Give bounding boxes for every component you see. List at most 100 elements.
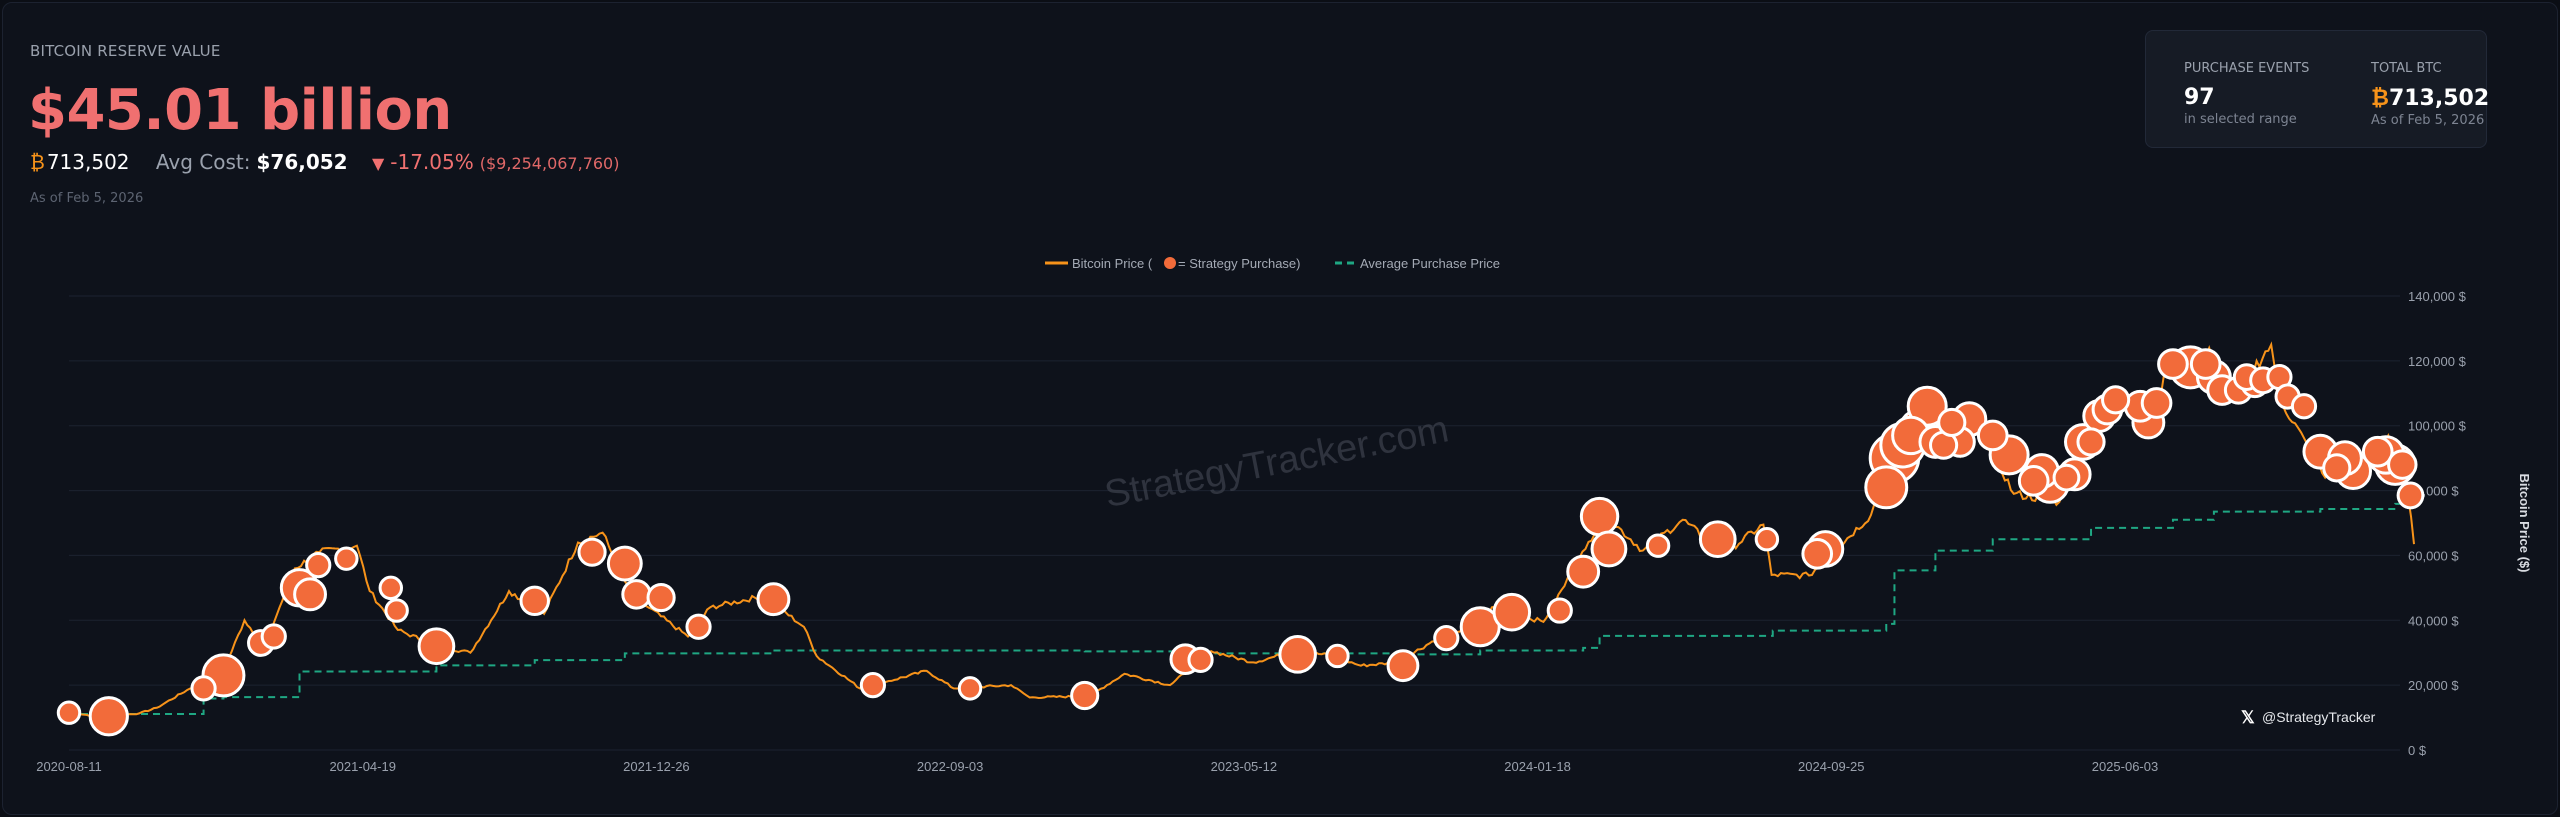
total-btc-label: TOTAL BTC bbox=[2371, 61, 2442, 76]
purchase-marker bbox=[1864, 465, 1909, 510]
purchase-marker bbox=[1754, 526, 1780, 552]
y-tick-label: 20,000 $ bbox=[2408, 678, 2459, 693]
purchase-marker bbox=[305, 552, 332, 579]
purchase-marker bbox=[519, 585, 550, 617]
purchase-marker bbox=[1546, 597, 1573, 624]
purchase-marker bbox=[2361, 435, 2394, 468]
purchase-marker bbox=[646, 583, 676, 613]
purchase-marker bbox=[260, 623, 287, 650]
purchase-marker bbox=[756, 582, 791, 617]
x-tick-label: 2024-09-25 bbox=[1798, 759, 1865, 774]
purchase-marker bbox=[1937, 407, 1967, 438]
purchase-marker bbox=[957, 676, 983, 701]
purchase-marker bbox=[2290, 393, 2318, 420]
purchase-markers bbox=[56, 345, 2425, 737]
x-tick-label: 2025-06-03 bbox=[2092, 759, 2159, 774]
purchase-marker bbox=[621, 579, 652, 610]
purchase-marker bbox=[1698, 520, 1737, 559]
purchase-marker bbox=[293, 577, 327, 612]
purchase-marker bbox=[2101, 385, 2131, 415]
x-tick-label: 2020-08-11 bbox=[36, 759, 102, 774]
purchase-marker bbox=[190, 675, 217, 702]
down-arrow-icon: ▼ bbox=[371, 154, 385, 173]
reserve-value: $45.01 billion bbox=[28, 78, 452, 143]
y-tick-label: 140,000 $ bbox=[2408, 289, 2467, 304]
grid bbox=[69, 295, 2400, 751]
purchase-marker bbox=[1801, 537, 1834, 570]
purchase-marker bbox=[2322, 453, 2352, 483]
purchase-events-sub: in selected range bbox=[2184, 112, 2297, 127]
purchase-marker bbox=[1579, 496, 1620, 537]
x-tick-label: 2024-01-18 bbox=[1504, 759, 1571, 774]
purchase-marker bbox=[378, 575, 404, 601]
legend-average-label: Average Purchase Price bbox=[1360, 256, 1500, 271]
purchase-events-label: PURCHASE EVENTS bbox=[2184, 61, 2310, 76]
avg-cost-value: $76,052 bbox=[256, 150, 348, 174]
purchase-marker bbox=[859, 672, 886, 699]
purchase-marker bbox=[2396, 481, 2425, 510]
total-btc-stat: TOTAL BTC ₿713,502 As of Feb 5, 2026 bbox=[2371, 61, 2489, 128]
purchase-events-value: 97 bbox=[2184, 85, 2215, 110]
purchase-marker bbox=[2157, 348, 2189, 380]
purchase-marker bbox=[2017, 465, 2050, 497]
x-axis: 2020-08-11 2021-04-19 2021-12-26 2022-09-03… bbox=[36, 759, 2158, 774]
purchase-marker bbox=[2076, 427, 2106, 457]
btc-symbol-icon: ₿ bbox=[2371, 86, 2389, 111]
purchase-marker bbox=[1187, 646, 1214, 673]
purchase-marker bbox=[1492, 592, 1532, 632]
purchase-marker bbox=[685, 613, 712, 640]
as-of-date: As of Feb 5, 2026 bbox=[30, 191, 144, 206]
purchase-marker bbox=[88, 696, 129, 737]
purchase-marker bbox=[2140, 387, 2173, 419]
x-tick-label: 2022-09-03 bbox=[917, 759, 984, 774]
purchase-marker bbox=[2052, 463, 2081, 492]
legend-price-label: Bitcoin Price ( bbox=[1072, 256, 1153, 271]
purchase-marker bbox=[417, 627, 456, 666]
purchase-marker bbox=[1590, 530, 1628, 568]
change-percent: -17.05% bbox=[390, 150, 474, 174]
y-tick-label: 0 $ bbox=[2408, 743, 2427, 758]
purchase-marker bbox=[606, 545, 643, 582]
average-price-line bbox=[69, 502, 2415, 716]
avg-cost-label: Avg Cost: bbox=[155, 150, 251, 174]
btc-amount: 713,502 bbox=[46, 150, 130, 174]
y-axis-label: Bitcoin Price ($) bbox=[2517, 474, 2532, 573]
purchase-marker bbox=[1976, 419, 2009, 452]
x-tick-label: 2021-12-26 bbox=[623, 759, 690, 774]
purchase-marker bbox=[1566, 554, 1601, 589]
purchase-marker bbox=[56, 700, 82, 725]
purchase-marker bbox=[1645, 533, 1671, 558]
purchase-events-stat: PURCHASE EVENTS 97 in selected range bbox=[2184, 61, 2309, 127]
bitcoin-price-line bbox=[68, 341, 2415, 718]
total-btc-amount: 713,502 bbox=[2388, 86, 2490, 111]
purchase-marker bbox=[334, 546, 359, 571]
reserve-label: BITCOIN RESERVE VALUE bbox=[30, 42, 221, 60]
purchase-marker bbox=[2387, 449, 2418, 480]
x-tick-label: 2021-04-19 bbox=[329, 759, 396, 774]
y-tick-label: 40,000 $ bbox=[2408, 613, 2459, 628]
purchase-marker bbox=[1325, 643, 1350, 669]
purchase-marker bbox=[1278, 635, 1317, 674]
x-logo-icon: 𝕏 bbox=[2241, 708, 2255, 727]
change-amount: ($9,254,067,760) bbox=[479, 154, 620, 173]
total-btc-sub: As of Feb 5, 2026 bbox=[2371, 113, 2485, 128]
purchase-marker bbox=[1433, 625, 1460, 652]
btc-symbol-icon: ₿ bbox=[30, 150, 45, 174]
legend: Bitcoin Price ( = Strategy Purchase) Ave… bbox=[1045, 256, 1500, 271]
stats-card: PURCHASE EVENTS 97 in selected range TOT… bbox=[2145, 30, 2489, 148]
purchase-marker bbox=[2189, 348, 2222, 380]
x-tick-label: 2023-05-12 bbox=[1211, 759, 1278, 774]
purchase-marker bbox=[1386, 649, 1420, 683]
total-btc-value: ₿713,502 bbox=[2371, 85, 2489, 111]
summary-row: ₿ 713,502 Avg Cost: $76,052 ▼ -17.05% ($9,25… bbox=[30, 150, 625, 175]
y-tick-label: 120,000 $ bbox=[2408, 354, 2467, 369]
purchase-marker bbox=[384, 598, 409, 623]
purchase-marker bbox=[577, 537, 607, 567]
y-tick-label: 100,000 $ bbox=[2408, 419, 2467, 434]
credit: 𝕏 @StrategyTracker bbox=[2241, 708, 2376, 727]
purchase-marker bbox=[1070, 680, 1100, 711]
watermark: StrategyTracker.com bbox=[1101, 408, 1452, 516]
legend-purchase-label: = Strategy Purchase) bbox=[1178, 256, 1300, 271]
y-tick-label: 60,000 $ bbox=[2408, 548, 2459, 563]
